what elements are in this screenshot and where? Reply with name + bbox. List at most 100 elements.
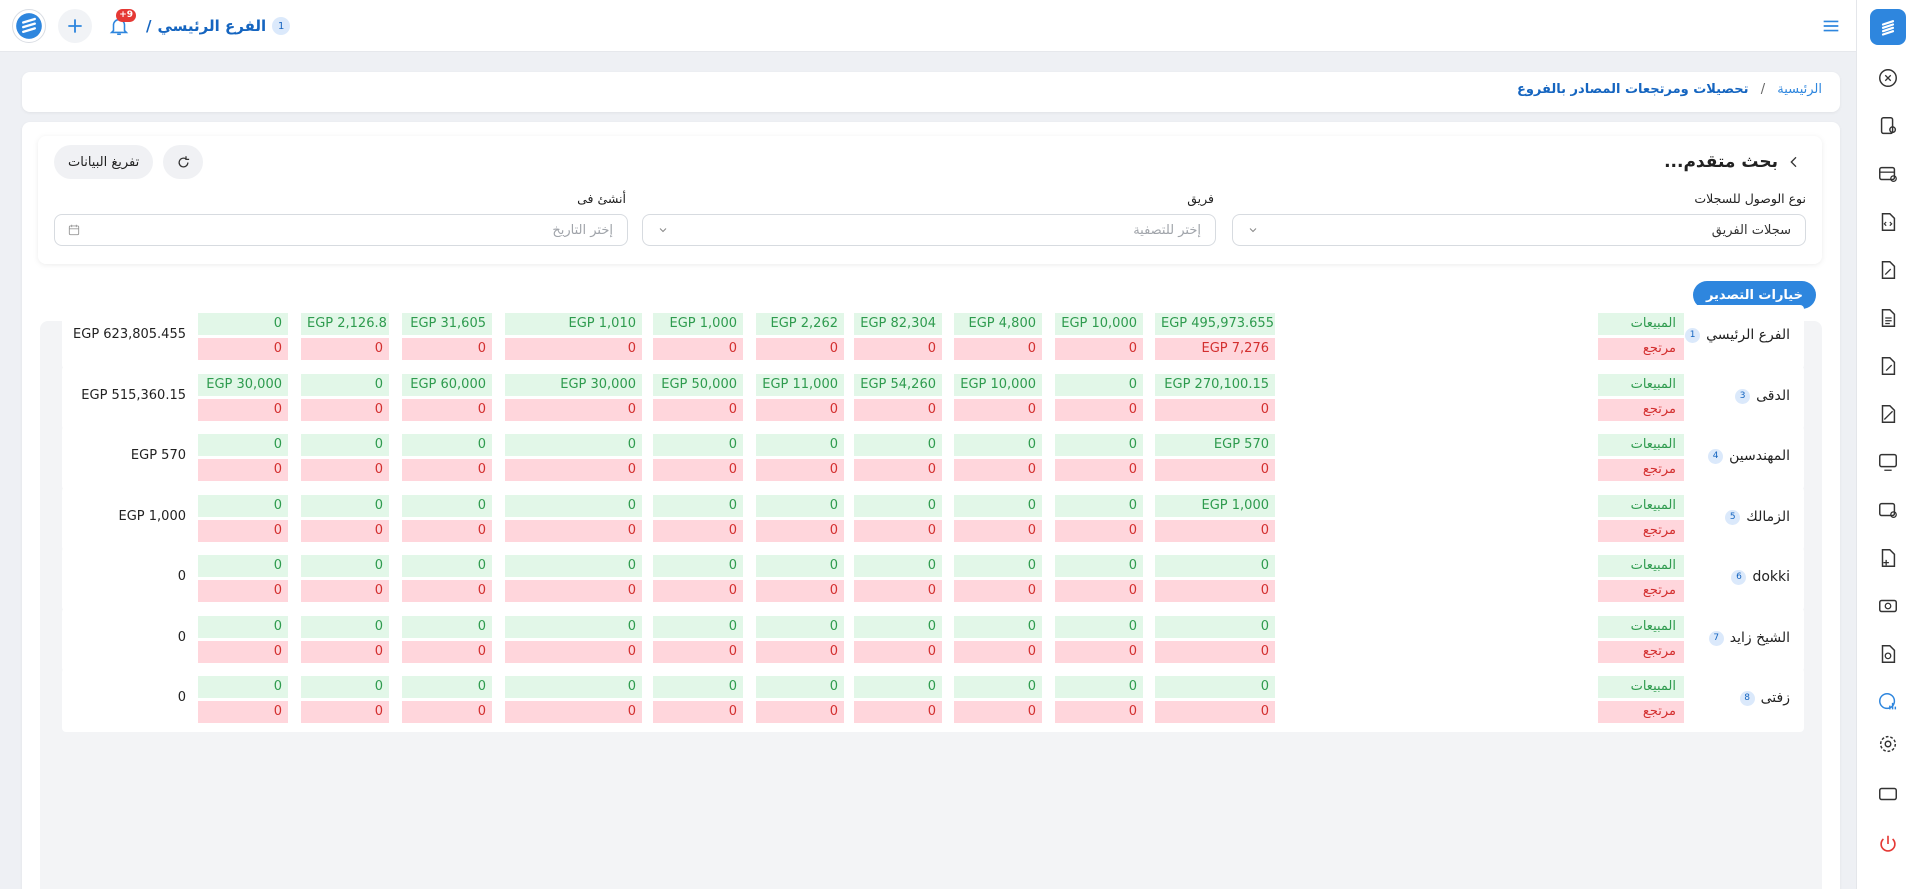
sales-value-cell: EGP 2,126.8 [301,313,389,335]
settings-icon[interactable] [1873,729,1903,759]
returns-value-cell: 0 [954,338,1042,360]
returns-value-cell: 0 [402,641,492,663]
returns-value-cell: 0 [1155,520,1275,542]
invoice-user-icon[interactable] [1873,111,1903,141]
menu-icon[interactable] [1820,15,1842,37]
sales-value-cell: 0 [198,555,288,577]
returns-value-cell: 0 [505,701,642,723]
returns-value-cell: 0 [1055,399,1143,421]
table-row: الشيخ زايد 7 المبيعات مرتجع 0 0 0 0 0 0 0 0 0 0 0 0 0 0 0 0… [62,608,1804,672]
dashboard-icon[interactable] [1873,63,1903,93]
returns-type-label: مرتجع [1598,338,1684,360]
advanced-search-toggle[interactable]: بحث متقدم... [1664,152,1802,172]
image-add-icon[interactable] [1873,495,1903,525]
returns-value-cell: 0 [854,338,942,360]
fullscreen-icon[interactable] [1873,779,1903,809]
breadcrumb-home-link[interactable]: الرئيسية [1777,82,1822,97]
app-logo-icon[interactable] [1870,9,1906,45]
main-card: بحث متقدم... تفريغ البيانات نوع الوصول ل… [22,122,1840,889]
returns-value-cell: 0 [402,701,492,723]
file-sign-icon[interactable] [1873,399,1903,429]
returns-value-cell: 0 [402,520,492,542]
access-type-select[interactable]: سجلات الفريق [1232,214,1806,246]
sales-value-cell: 0 [653,434,743,456]
sales-value-cell: 0 [198,676,288,698]
sales-value-cell: 0 [198,313,288,335]
table-row: المهندسين 4 المبيعات مرتجع EGP 570 0 0 0 0 0 0 0 0 0 0… [62,426,1804,490]
sales-value-cell: 0 [954,495,1042,517]
refresh-button[interactable] [163,145,204,179]
file-add-icon[interactable] [1873,543,1903,573]
add-button[interactable] [58,9,92,43]
sales-type-label: المبيعات [1598,555,1684,577]
sales-value-cell: 0 [954,676,1042,698]
breadcrumb: الرئيسية / تحصيلات ومرتجعات المصادر بالف… [22,72,1840,112]
edit-file-icon[interactable] [1873,255,1903,285]
returns-value-cell: 0 [1055,520,1143,542]
sales-value-cell: 0 [505,555,642,577]
sales-type-label: المبيعات [1598,374,1684,396]
sales-value-cell: 0 [505,676,642,698]
returns-value-cell: 0 [954,701,1042,723]
returns-value-cell: 0 [756,399,844,421]
sales-value-cell: 0 [653,495,743,517]
row-total: EGP 515,360.15 [81,388,186,403]
file-money-icon[interactable] [1873,639,1903,669]
code-file-icon[interactable] [1873,207,1903,237]
returns-value-cell: 0 [505,399,642,421]
team-select[interactable]: إختر للتصفية [642,214,1216,246]
returns-value-cell: 0 [1155,580,1275,602]
document-icon[interactable] [1873,303,1903,333]
branch-name-cell: الدقى 3 [1735,388,1790,404]
returns-value-cell: 0 [402,580,492,602]
power-icon[interactable] [1873,829,1903,859]
returns-value-cell: 0 [301,701,389,723]
row-total: EGP 623,805.455 [73,327,186,342]
clear-data-button[interactable]: تفريغ البيانات [54,145,154,179]
brand-logo-icon[interactable] [12,9,46,43]
chart-report-icon[interactable] [1873,687,1903,717]
returns-value-cell: 0 [402,399,492,421]
sales-value-cell: 0 [402,434,492,456]
export-options-button[interactable]: خيارات التصدير [1692,281,1816,309]
cash-register-icon[interactable] [1873,159,1903,189]
returns-value-cell: 0 [301,459,389,481]
returns-value-cell: 0 [756,701,844,723]
returns-value-cell: 0 [1055,338,1143,360]
returns-value-cell: 0 [1055,580,1143,602]
branch-number-chip: 7 [1708,630,1724,646]
breadcrumb-separator: / [1760,82,1766,97]
sales-value-cell: EGP 2,262 [756,313,844,335]
returns-type-label: مرتجع [1598,641,1684,663]
sales-value-cell: EGP 570 [1155,434,1275,456]
notifications-button[interactable]: +9 [104,9,136,41]
created-at-date-input[interactable]: إختر التاريخ [54,214,628,246]
sales-value-cell: 0 [854,676,942,698]
sales-value-cell: 0 [653,616,743,638]
returns-value-cell: 0 [1155,701,1275,723]
sales-type-label: المبيعات [1598,495,1684,517]
returns-value-cell: 0 [505,580,642,602]
screen-report-icon[interactable] [1873,447,1903,477]
returns-value-cell: 0 [1155,399,1275,421]
sales-value-cell: EGP 270,100.15 [1155,374,1275,396]
advanced-search-panel: بحث متقدم... تفريغ البيانات نوع الوصول ل… [38,136,1822,264]
file-pen-icon[interactable] [1873,351,1903,381]
access-type-value: سجلات الفريق [1711,222,1791,238]
sales-value-cell: 0 [402,495,492,517]
branch-number-chip: 4 [1708,448,1724,464]
returns-value-cell: 0 [954,459,1042,481]
branch-name: dokki [1752,569,1790,585]
sales-value-cell: 0 [402,555,492,577]
money-icon[interactable] [1873,591,1903,621]
branch-name-cell: dokki 6 [1731,569,1790,585]
sales-value-cell: 0 [1055,495,1143,517]
returns-type-label: مرتجع [1598,399,1684,421]
sales-value-cell: 0 [301,495,389,517]
returns-type-label: مرتجع [1598,580,1684,602]
current-branch[interactable]: 1 الفرع الرئيسي / [146,17,291,35]
returns-value-cell: 0 [505,641,642,663]
returns-value-cell: 0 [653,701,743,723]
returns-value-cell: 0 [756,580,844,602]
sales-value-cell: 0 [1155,616,1275,638]
